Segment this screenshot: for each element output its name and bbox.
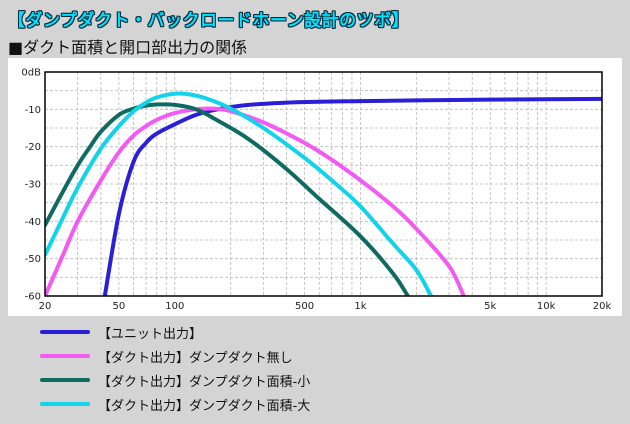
y-tick-label: -30 <box>25 180 41 191</box>
legend-label: 【ダクト出力】ダンプダクト面積-小 <box>98 374 311 390</box>
legend-swatch <box>40 402 90 406</box>
series-line-3 <box>45 102 410 296</box>
legend-item: 【ユニット出力】 <box>40 320 310 344</box>
plot-frame <box>44 71 603 297</box>
legend-label: 【ダクト出力】ダンプダクト無し <box>98 350 293 366</box>
y-tick-label: -40 <box>25 217 41 228</box>
legend-item: 【ダクト出力】ダンプダクト面積-小 <box>40 368 310 392</box>
chart-subtitle: ■ダクト面積と開口部出力の関係 <box>8 38 248 57</box>
y-tick-label: -20 <box>25 142 41 153</box>
x-tick-label: 20k <box>593 301 612 312</box>
y-tick-label: -50 <box>25 254 41 265</box>
x-tick-label: 50 <box>113 301 126 312</box>
legend-label: 【ダクト出力】ダンプダクト面積-大 <box>98 398 311 414</box>
series-line-4 <box>45 91 433 296</box>
legend-item: 【ダクト出力】ダンプダクト無し <box>40 344 310 368</box>
legend-label: 【ユニット出力】 <box>98 326 203 342</box>
y-tick-label: -10 <box>25 105 41 116</box>
x-tick-label: 20 <box>39 301 52 312</box>
x-tick-label: 500 <box>295 301 314 312</box>
y-tick-label: -60 <box>25 292 41 303</box>
legend-item: 【ダクト出力】ダンプダクト面積-大 <box>40 392 310 416</box>
x-tick-label: 5k <box>484 301 496 312</box>
x-tick-label: 1k <box>354 301 366 312</box>
legend-swatch <box>40 330 90 334</box>
series-line-2 <box>45 106 466 296</box>
page-title: 【ダンプダクト・バックロードホーン設計のツボ】 <box>8 11 410 31</box>
chart-legend: 【ユニット出力】【ダクト出力】ダンプダクト無し【ダクト出力】ダンプダクト面積-小… <box>40 320 310 416</box>
chart-area: 0dB -10 -20 -30 -40 -50 -60 20 50 100 500 1k 5k 10k 20… <box>8 58 622 316</box>
x-tick-label: 10k <box>537 301 556 312</box>
legend-swatch <box>40 378 90 382</box>
x-tick-label: 100 <box>165 301 184 312</box>
chart-grid <box>44 71 603 297</box>
legend-swatch <box>40 354 90 358</box>
chart-series <box>45 91 602 296</box>
y-tick-label: 0dB <box>21 68 41 79</box>
